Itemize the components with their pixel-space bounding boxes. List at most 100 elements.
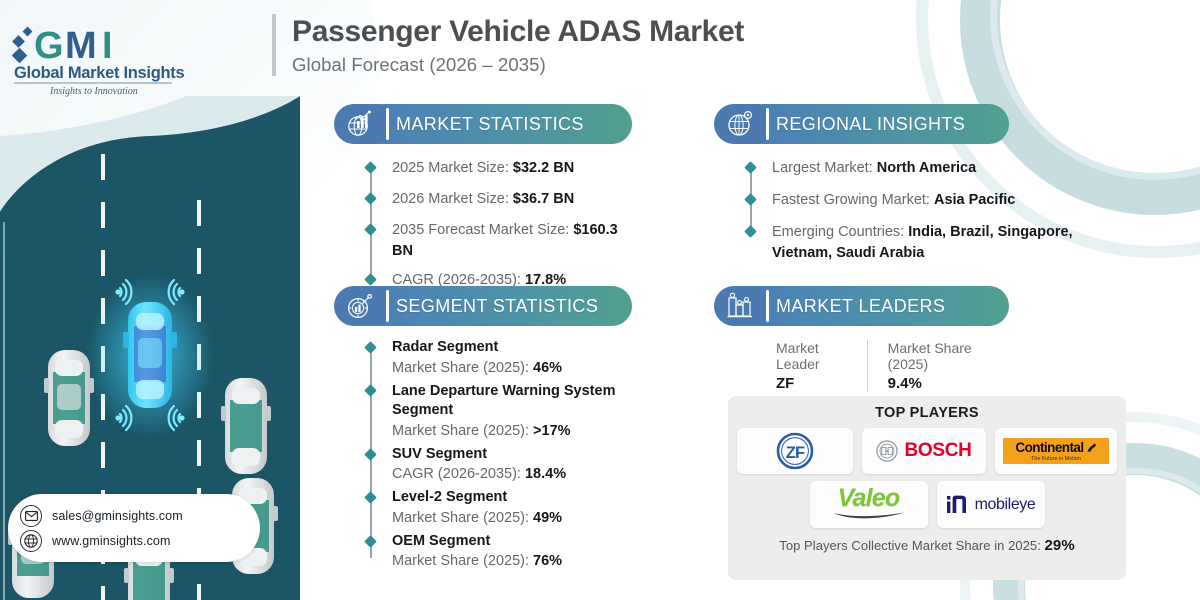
globe-pin-icon [714, 104, 766, 144]
region-value: India, Brazil, Singapore, Vietnam, Saudi… [772, 224, 1073, 262]
envelope-icon [20, 504, 42, 527]
zf-logo: ZF [771, 432, 819, 470]
segment-metric-label: Market Share (2025): [392, 359, 534, 376]
market-statistics-list: 2025 Market Size: $32.2 BN 2026 Market S… [362, 158, 632, 291]
page-title-block: Passenger Vehicle ADAS Market Global For… [272, 14, 744, 76]
svg-text:I: I [102, 25, 113, 67]
market-stat-value: 17.8% [524, 272, 567, 289]
list-item: 2025 Market Size: $32.2 BN [364, 158, 632, 179]
market-stat-value: $160.3 BN [392, 222, 618, 260]
logo-card-continental[interactable]: Continental The Future in Motion [995, 428, 1117, 474]
bullet-diamond-icon [744, 193, 757, 206]
market-leader-caption: Market Leader [776, 340, 820, 372]
segment-statistics-list: Radar Segment Market Share (2025): 46% L… [362, 338, 632, 572]
list-item: SUV Segment CAGR (2026-2035): 18.4% [364, 445, 632, 486]
bosch-logo: BOSCH [876, 440, 972, 462]
svg-text:Insights to Innovation: Insights to Innovation [49, 86, 138, 97]
logo-card-mobileye[interactable]: mobileye [936, 481, 1045, 528]
segment-metric-row: Market Share (2025): 76% [392, 551, 632, 572]
segment-metric-label: Market Share (2025): [392, 422, 534, 439]
segment-name: SUV Segment [392, 445, 488, 462]
regional-insights-title-bar: REGIONAL INSIGHTS [762, 104, 1009, 144]
contact-card: sales@gminsights.com www.gminsights.com [8, 494, 260, 562]
top-players-footer-label: Top Players Collective Market Share in 2… [779, 538, 1045, 553]
market-leaders-heading: MARKET LEADERS [776, 295, 946, 316]
continental-wordmark-row: Continental [1015, 441, 1096, 455]
market-stat-row: 2026 Market Size: $36.7 BN [392, 189, 632, 210]
region-label: Emerging Countries: [772, 224, 909, 241]
contact-email-row[interactable]: sales@gminsights.com [20, 504, 260, 527]
segment-metric-row: Market Share (2025): 49% [392, 508, 632, 529]
market-leader-column: Market Leader ZF [776, 340, 867, 392]
list-item: OEM Segment Market Share (2025): 76% [364, 532, 632, 573]
top-players-panel: TOP PLAYERS ZF [728, 396, 1126, 580]
globe-chart-icon [334, 104, 386, 144]
contact-email-text: sales@gminsights.com [52, 508, 183, 523]
segment-statistics-header: SEGMENT STATISTICS [334, 286, 632, 326]
market-stat-label: 2026 Market Size: [392, 191, 513, 208]
list-item: Largest Market: North America [744, 158, 1042, 179]
region-row: Fastest Growing Market: Asia Pacific [772, 190, 1042, 211]
region-row: Largest Market: North America [772, 158, 1042, 179]
page-title: Passenger Vehicle ADAS Market [292, 15, 745, 48]
logo-card-zf[interactable]: ZF [737, 428, 853, 474]
mobileye-logo: mobileye [946, 495, 1036, 514]
top-players-footer-value: 29% [1044, 537, 1075, 554]
valeo-logo: Valeo [832, 484, 906, 522]
bullet-diamond-icon [744, 161, 757, 174]
continental-horse-icon [1087, 443, 1096, 452]
bullet-diamond-icon [364, 447, 377, 461]
logo-card-bosch[interactable]: BOSCH [862, 428, 986, 474]
list-item: 2035 Forecast Market Size: $160.3 BN [364, 220, 632, 262]
list-item: 2026 Market Size: $36.7 BN [364, 189, 632, 210]
segment-statistics-heading: SEGMENT STATISTICS [396, 295, 599, 316]
svg-text:ZF: ZF [786, 444, 805, 462]
segment-name: Level-2 Segment [392, 489, 508, 506]
market-share-caption: Market Share (2025) [887, 340, 972, 372]
bosch-wordmark: BOSCH [904, 440, 972, 461]
svg-text:Global Market Insights: Global Market Insights [14, 64, 184, 82]
region-label: Largest Market: [772, 160, 877, 176]
globe-icon [20, 529, 42, 552]
contact-website-row[interactable]: www.gminsights.com [20, 529, 260, 552]
top-players-title: TOP PLAYERS [875, 405, 979, 421]
section-market-leaders: MARKET LEADERS Market Leader ZF Market S… [714, 286, 1009, 392]
market-leaders-title-bar: MARKET LEADERS [762, 286, 1009, 326]
list-item: Fastest Growing Market: Asia Pacific [744, 190, 1042, 211]
bullet-diamond-icon [364, 491, 377, 505]
list-item: Level-2 Segment Market Share (2025): 49% [364, 488, 632, 529]
section-market-statistics: MARKET STATISTICS 2025 Market Size: $32.… [334, 104, 632, 291]
segment-metric-label: Market Share (2025): [392, 509, 534, 526]
valeo-wordmark: Valeo [837, 484, 901, 513]
segment-metric-row: CAGR (2026-2035): 18.4% [392, 464, 632, 485]
region-value: North America [876, 160, 977, 176]
segment-metric-value: 46% [533, 359, 563, 376]
contact-website-text: www.gminsights.com [52, 533, 171, 548]
market-statistics-heading: MARKET STATISTICS [396, 113, 584, 134]
svg-text:G: G [34, 25, 63, 67]
logo-card-valeo[interactable]: Valeo [809, 481, 928, 528]
list-item: Emerging Countries: India, Brazil, Singa… [744, 222, 1073, 264]
regional-insights-list: Largest Market: North America Fastest Gr… [742, 158, 1073, 264]
pill-divider [386, 108, 389, 140]
gmi-logo-graphic: G M I Global Market Insights Insights to… [11, 25, 185, 97]
section-regional-insights: REGIONAL INSIGHTS Largest Market: North … [714, 104, 1073, 264]
market-stat-label: 2025 Market Size: [392, 160, 513, 176]
segment-statistics-title-bar: SEGMENT STATISTICS [382, 286, 632, 326]
bosch-emblem-icon [876, 440, 899, 462]
market-stat-row: CAGR (2026-2035): 17.8% [392, 270, 632, 291]
segment-metric-value: >17% [533, 422, 571, 439]
mobileye-wordmark: mobileye [974, 495, 1036, 513]
list-item: Lane Departure Warning System Segment Ma… [364, 382, 632, 442]
pill-divider [386, 290, 389, 322]
market-leaders-table: Market Leader ZF Market Share (2025) 9.4… [776, 340, 1009, 392]
bullet-diamond-icon [364, 273, 377, 286]
segment-metric-value: 18.4% [524, 466, 567, 483]
market-stat-value: $36.7 BN [512, 191, 575, 208]
bullet-diamond-icon [364, 383, 377, 397]
top-players-logo-row-2: Valeo mobileye [809, 481, 1045, 528]
region-row: Emerging Countries: India, Brazil, Singa… [772, 222, 1074, 264]
market-share-value: 9.4% [887, 375, 922, 392]
pill-divider [766, 108, 769, 140]
